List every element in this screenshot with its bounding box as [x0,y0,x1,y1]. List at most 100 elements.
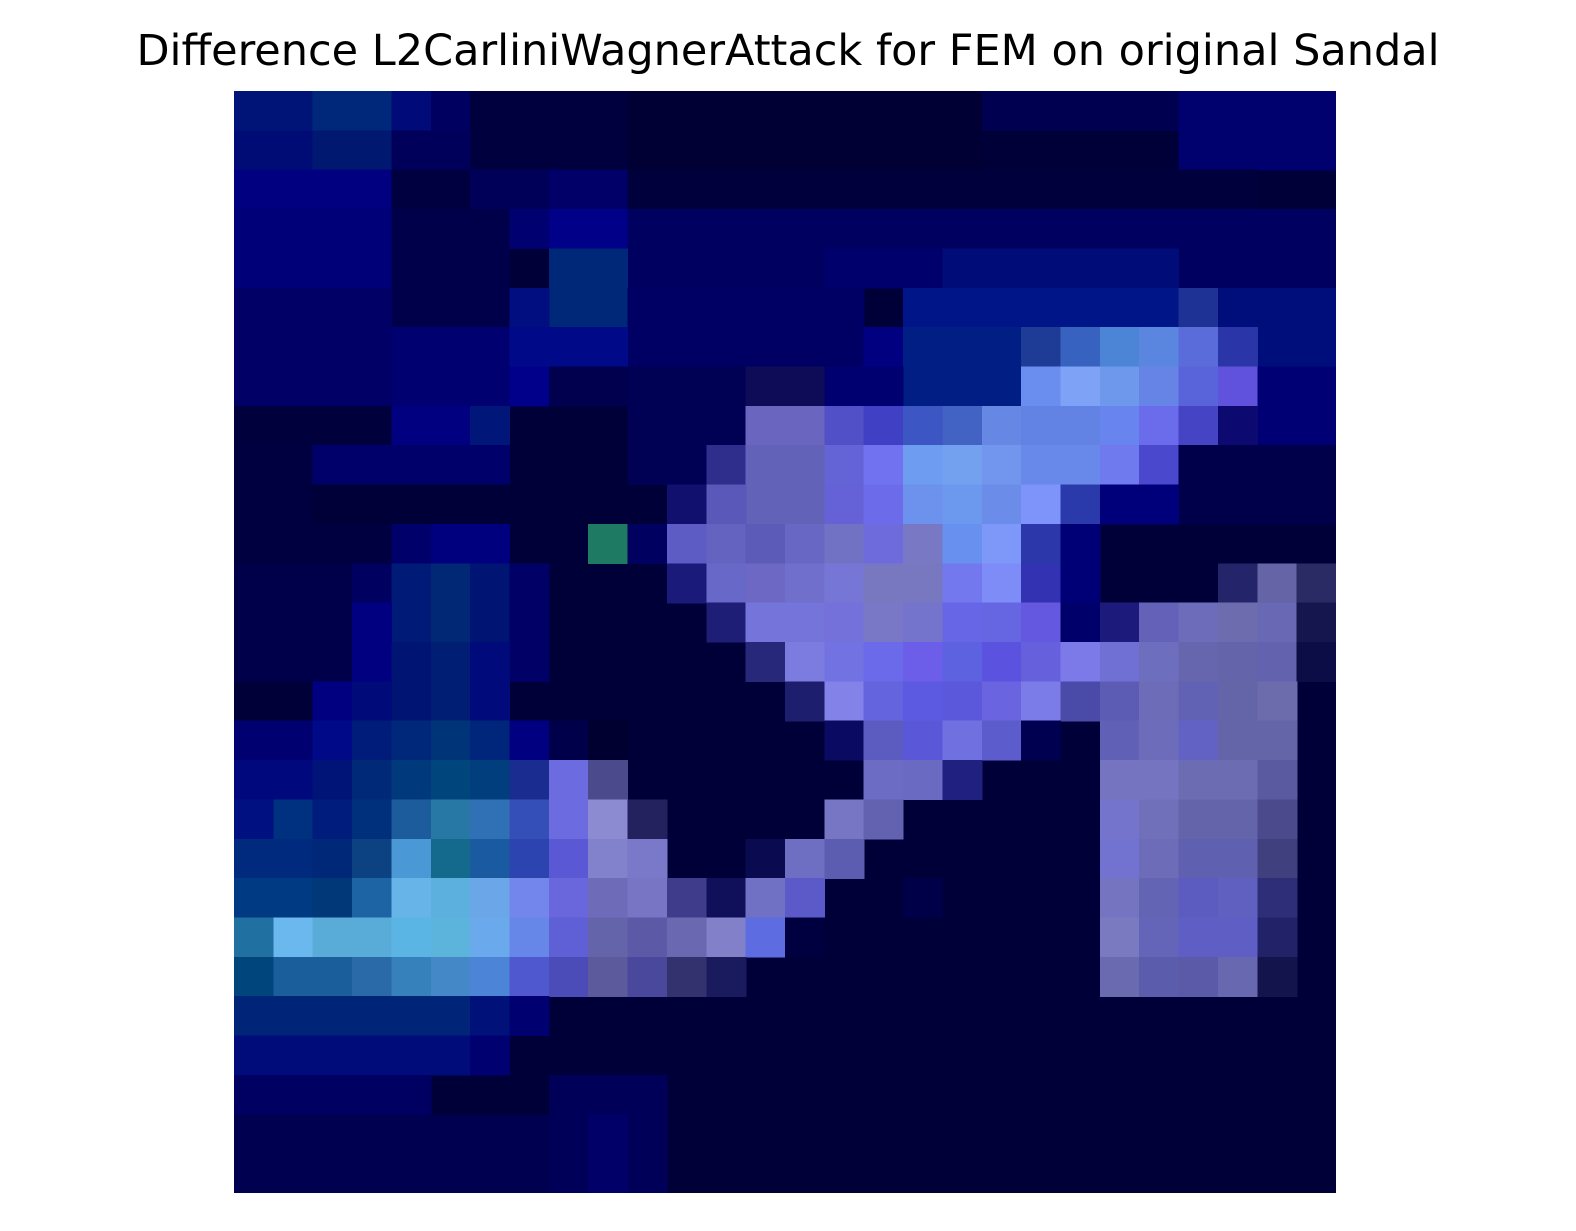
heatmap-cell [824,602,865,643]
heatmap-cell [430,799,471,840]
heatmap-cell [942,760,983,801]
heatmap-cell [1099,366,1140,407]
heatmap-cell [1060,681,1101,722]
heatmap-cell [509,917,550,958]
heatmap-cell [312,91,393,131]
heatmap-cell [234,799,274,840]
heatmap-cell [1296,642,1336,682]
heatmap-cell [234,563,353,682]
heatmap-cell [706,878,747,919]
heatmap-cell [430,917,471,958]
heatmap-cell [1021,642,1062,682]
heatmap-cell [745,366,825,407]
heatmap-cell [1060,602,1101,643]
heatmap-cell [1060,523,1101,564]
heatmap-cell [745,917,786,958]
heatmap-cell [548,720,589,761]
heatmap-cell [942,720,983,761]
heatmap-cell [1257,838,1298,879]
heatmap-cell [903,681,944,722]
heatmap-cell [745,878,786,919]
heatmap-cell [745,602,825,643]
heatmap-cell [824,366,904,407]
heatmap-cell [273,956,353,997]
heatmap-cell [352,838,393,879]
heatmap-cell [863,602,904,643]
heatmap-cell [234,445,314,564]
heatmap-cell [981,523,1022,564]
heatmap-cell [430,523,511,564]
heatmap-cell [470,996,511,1037]
heatmap-cell [391,130,471,171]
heatmap-cell [745,523,786,564]
heatmap-cell [1139,445,1180,486]
heatmap-cell [312,917,393,958]
heatmap-cell [824,445,865,486]
heatmap-cell [863,642,904,682]
heatmap-cell [1217,642,1258,682]
heatmap-cell [942,523,983,564]
heatmap-cell [824,563,865,604]
heatmap-cell [627,917,668,958]
heatmap-cell [903,484,944,525]
heatmap-cell [1099,956,1140,997]
heatmap-cell [1139,956,1180,997]
heatmap-cell [942,484,983,525]
heatmap-cell [509,838,550,879]
heatmap-cell [509,956,550,997]
heatmap-cell [509,563,550,682]
heatmap-cell [1139,878,1180,919]
heatmap-cell [785,878,825,919]
heatmap-cell [588,720,629,761]
heatmap-cell [588,878,629,919]
heatmap-cell [1178,602,1219,643]
heatmap-cell [942,563,983,604]
heatmap-cell [1257,681,1298,722]
heatmap-cell [706,523,747,564]
heatmap-cell [1178,91,1336,171]
heatmap-cell [548,169,629,210]
heatmap-cell [1021,366,1062,407]
heatmap-cell [509,996,550,1037]
heatmap-cell [903,602,944,643]
heatmap-cell [234,1114,550,1193]
heatmap-cell [942,405,983,446]
heatmap-cell [1099,602,1140,643]
heatmap-cell [666,917,707,958]
heatmap-cell [1139,602,1180,643]
heatmap-cell [391,720,432,761]
heatmap-cell [1178,838,1258,879]
heatmap-cell [1021,602,1062,643]
heatmap-cell [981,720,1022,761]
heatmap-cell [1217,405,1258,446]
heatmap-cell [824,523,865,564]
heatmap-cell [470,838,511,879]
heatmap-cell [1099,720,1140,761]
heatmap-cell [1139,838,1180,879]
heatmap-cell [1217,602,1258,643]
heatmap-cell [627,878,668,919]
heatmap-cell [824,720,865,761]
heatmap-cell [1139,405,1180,446]
heatmap-cell [1257,760,1298,801]
heatmap-cell [1021,720,1062,761]
heatmap-cell [352,799,393,840]
heatmap-cell [1217,681,1258,722]
heatmap-cell [1257,917,1298,958]
heatmap-cell [1178,917,1258,958]
heatmap-cell [1099,799,1140,840]
heatmap-cell [352,760,393,801]
heatmap-cell [981,445,1022,486]
heatmap-cell [1139,681,1180,722]
heatmap-cell [981,642,1022,682]
heatmap-cell [1139,327,1180,368]
heatmap-cell [1139,642,1180,682]
heatmap-cell [903,720,944,761]
heatmap-cell [234,760,314,801]
heatmap-cell [548,760,589,801]
heatmap-cell [1296,563,1336,604]
heatmap-cell [903,760,944,801]
heatmap-cell [666,563,707,604]
heatmap-cell [352,602,393,682]
heatmap-cell [588,1114,629,1193]
